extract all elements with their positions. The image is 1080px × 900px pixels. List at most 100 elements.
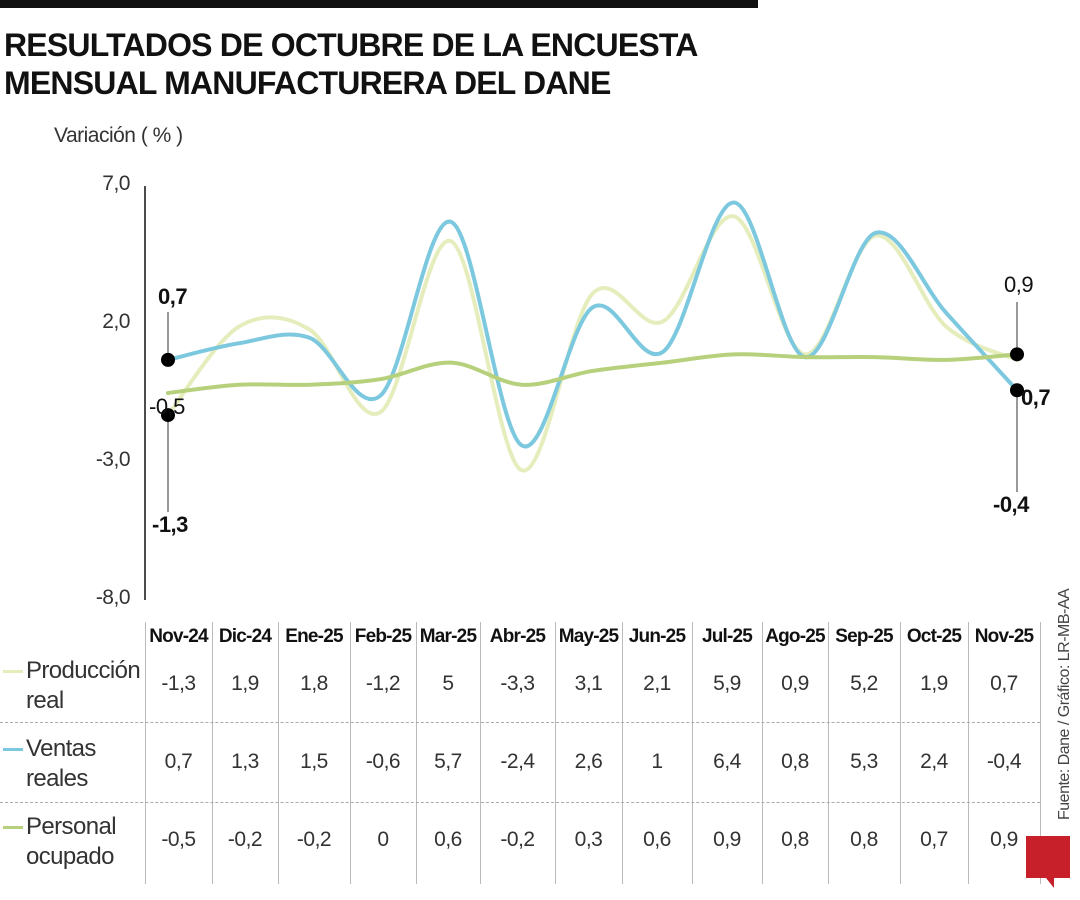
y-axis-label: Variación ( % ) — [54, 124, 183, 147]
column-divider — [555, 622, 556, 884]
chart-title: RESULTADOS DE OCTUBRE DE LA ENCUESTA MEN… — [4, 26, 804, 102]
table-cell: -0,2 — [500, 828, 535, 851]
column-divider — [1040, 622, 1041, 884]
table-cell: 0,9 — [781, 672, 809, 695]
source-note: Fuente: Dane / Gráfico: LR-MB-AA — [1056, 588, 1073, 820]
data-point-marker — [1010, 383, 1024, 398]
column-header: Ago-25 — [765, 626, 825, 647]
table-cell: 1 — [651, 750, 663, 773]
y-tick: -8,0 — [95, 586, 131, 609]
table-cell: -0,6 — [365, 750, 401, 773]
table-cell: 0,7 — [990, 672, 1018, 695]
table-cell: 0,8 — [781, 828, 809, 851]
legend-swatch — [3, 748, 23, 751]
annotation-end-produccion: 0,7 — [1021, 385, 1051, 410]
legend-swatch — [3, 826, 23, 829]
column-divider — [480, 622, 481, 884]
column-header: Dic-24 — [218, 626, 272, 647]
table-cell: 2,4 — [920, 750, 948, 773]
legend-personal: Personal ocupado — [26, 812, 117, 872]
row-divider — [0, 802, 1040, 803]
table-cell: 5,3 — [850, 750, 878, 773]
legend-label: reales — [26, 765, 88, 792]
column-header: Mar-25 — [419, 626, 477, 647]
table-cell: -1,2 — [365, 672, 401, 695]
table-cell: 2,6 — [574, 750, 603, 773]
table-cell: 0,9 — [990, 828, 1018, 851]
table-cell: 1,8 — [300, 672, 328, 695]
series-line-0 — [166, 214, 1019, 473]
table-cell: 1,5 — [300, 750, 328, 773]
table-cell: 5,9 — [713, 672, 741, 695]
column-header: Sep-25 — [835, 626, 893, 647]
data-point-marker — [161, 352, 175, 367]
legend-label: ocupado — [26, 843, 114, 870]
y-tick: -3,0 — [95, 448, 131, 471]
table-cell: 5,2 — [850, 672, 878, 695]
table-cell: -2,4 — [500, 750, 535, 773]
legend-ventas: Ventas reales — [26, 734, 96, 794]
column-divider — [692, 622, 693, 884]
table-cell: 5 — [442, 672, 454, 695]
legend-produccion: Producción real — [26, 656, 141, 716]
column-header: Feb-25 — [354, 626, 412, 647]
table-cell: 6,4 — [713, 750, 741, 773]
annotation-end-personal: 0,9 — [1004, 272, 1034, 297]
table-cell: 0,7 — [920, 828, 948, 851]
legend-label: Producción — [26, 657, 141, 684]
column-header: Ene-25 — [285, 626, 343, 647]
table-cell: 1,9 — [231, 672, 259, 695]
annotation-start-produccion: -1,3 — [152, 512, 188, 537]
column-divider — [622, 622, 623, 884]
column-divider — [968, 622, 969, 884]
column-divider — [762, 622, 763, 884]
column-divider — [828, 622, 829, 884]
column-header: Jul-25 — [701, 626, 753, 647]
data-point-marker — [1010, 347, 1024, 362]
table-cell: 5,7 — [434, 750, 462, 773]
table-cell: -3,3 — [500, 672, 535, 695]
table-cell: 0,8 — [850, 828, 878, 851]
column-divider — [350, 622, 351, 884]
table-cell: 0,8 — [781, 750, 809, 773]
legend-label: Personal — [26, 813, 117, 840]
top-bar — [0, 0, 758, 8]
table-cell: -0,5 — [161, 828, 196, 851]
y-tick: 2,0 — [102, 310, 130, 333]
table-cell: 0,9 — [713, 828, 741, 851]
legend-label: real — [26, 687, 64, 714]
column-header: Nov-25 — [974, 626, 1034, 647]
table-cell: 0,6 — [434, 828, 462, 851]
column-header: Oct-25 — [906, 626, 962, 647]
column-divider — [278, 622, 279, 884]
title-line-2: MENSUAL MANUFACTURERA DEL DANE — [4, 65, 611, 101]
column-header: May-25 — [558, 626, 619, 647]
table-cell: 0 — [377, 828, 389, 851]
column-header: Abr-25 — [489, 626, 546, 647]
table-cell: 0,6 — [643, 828, 671, 851]
table-cell: 1,9 — [920, 672, 948, 695]
annotation-start-ventas: 0,7 — [158, 284, 188, 309]
column-divider — [416, 622, 417, 884]
table-cell: -1,3 — [161, 672, 196, 695]
annotation-end-ventas: -0,4 — [993, 492, 1029, 517]
table-cell: 1,3 — [231, 750, 259, 773]
legend-label: Ventas — [26, 735, 96, 762]
legend-swatch — [3, 670, 23, 673]
table-cell: 0,7 — [164, 750, 193, 773]
row-divider — [0, 722, 1040, 723]
table-cell: -0,4 — [986, 750, 1022, 773]
y-tick: 7,0 — [102, 172, 130, 195]
column-divider — [145, 622, 146, 884]
column-divider — [900, 622, 901, 884]
column-header: Nov-24 — [149, 626, 208, 647]
series-line-2 — [166, 352, 1019, 395]
table-cell: 0,3 — [574, 828, 603, 851]
table-cell: -0,2 — [227, 828, 263, 851]
table-cell: 2,1 — [643, 672, 671, 695]
column-divider — [212, 622, 213, 884]
table-cell: 3,1 — [574, 672, 603, 695]
table-cell: -0,2 — [296, 828, 332, 851]
data-point-marker — [161, 408, 175, 423]
